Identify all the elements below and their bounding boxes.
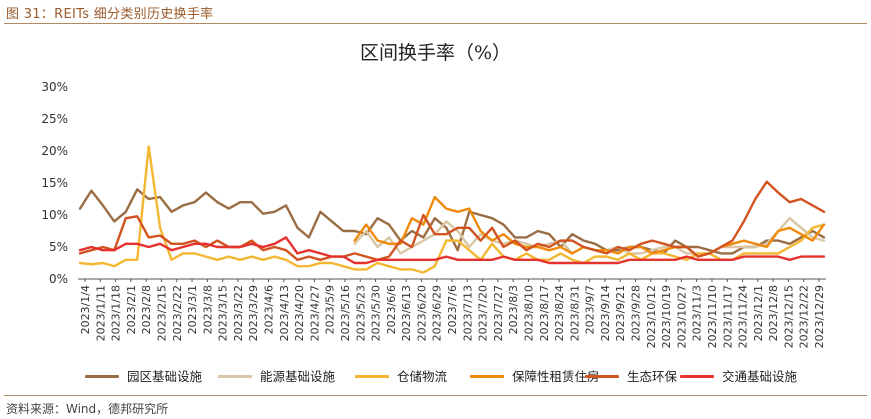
x-tick-label: 2023/4/13 bbox=[278, 285, 291, 341]
x-tick-label: 2023/1/11 bbox=[94, 285, 107, 341]
legend-label: 能源基础设施 bbox=[260, 369, 336, 384]
x-tick-label: 2023/2/1 bbox=[125, 285, 138, 334]
legend-label: 仓储物流 bbox=[397, 369, 448, 384]
x-tick-label: 2023/2/15 bbox=[155, 285, 168, 341]
x-tick-label: 2023/12/15 bbox=[782, 285, 795, 348]
x-tick-label: 2023/4/27 bbox=[308, 285, 321, 341]
y-tick-label: 5% bbox=[49, 240, 68, 254]
chart-legend: 园区基础设施 能源基础设施 仓储物流 保障性租赁住房 生态环保 交通基础设施 bbox=[0, 366, 871, 385]
x-tick-label: 2023/5/9 bbox=[324, 285, 337, 334]
x-tick-label: 2023/7/13 bbox=[461, 285, 474, 341]
x-tick-label: 2023/11/10 bbox=[706, 285, 719, 348]
x-tick-label: 2023/8/24 bbox=[553, 285, 566, 341]
y-tick-label: 25% bbox=[41, 112, 68, 126]
series-line-0 bbox=[78, 188, 826, 255]
x-tick-label: 2023/9/14 bbox=[599, 285, 612, 341]
x-tick-label: 2023/7/6 bbox=[446, 285, 459, 334]
legend-swatch bbox=[355, 375, 389, 378]
legend-item: 保障性租赁住房 bbox=[470, 366, 600, 385]
x-tick-label: 2023/10/27 bbox=[675, 285, 688, 348]
x-tick-label: 2023/5/30 bbox=[370, 285, 383, 341]
x-tick-label: 2023/12/22 bbox=[798, 285, 811, 348]
top-divider bbox=[4, 23, 867, 24]
legend-item: 能源基础设施 bbox=[218, 366, 335, 385]
x-tick-label: 2023/4/6 bbox=[263, 285, 276, 334]
legend-swatch bbox=[585, 375, 619, 378]
x-tick-label: 2023/10/19 bbox=[660, 285, 673, 348]
bottom-divider bbox=[4, 395, 867, 396]
x-tick-label: 2023/12/1 bbox=[752, 285, 765, 341]
x-tick-label: 2023/11/3 bbox=[691, 285, 704, 341]
figure-caption: 图 31：REITs 细分类别历史换手率 bbox=[6, 7, 214, 22]
x-tick-label: 2023/3/29 bbox=[247, 285, 260, 341]
x-tick-label: 2023/12/29 bbox=[813, 285, 826, 348]
x-tick-label: 2023/9/28 bbox=[630, 285, 643, 341]
x-tick-label: 2023/7/20 bbox=[477, 285, 490, 341]
legend-item: 园区基础设施 bbox=[85, 366, 202, 385]
legend-label: 园区基础设施 bbox=[127, 369, 203, 384]
legend-swatch bbox=[85, 375, 119, 378]
x-tick-label: 2023/4/20 bbox=[293, 285, 306, 341]
x-tick-label: 2023/8/31 bbox=[568, 285, 581, 341]
x-tick-label: 2023/1/18 bbox=[110, 285, 123, 341]
x-tick-label: 2023/10/12 bbox=[645, 285, 658, 348]
y-tick-label: 15% bbox=[41, 176, 68, 190]
legend-swatch bbox=[218, 375, 252, 378]
x-tick-label: 2023/9/7 bbox=[584, 285, 597, 334]
x-tick-label: 2023/8/17 bbox=[538, 285, 551, 341]
y-tick-label: 10% bbox=[41, 208, 68, 222]
legend-label: 保障性租赁住房 bbox=[512, 369, 600, 384]
source-note: 资料来源：Wind，德邦研究所 bbox=[6, 402, 169, 416]
x-tick-label: 2023/8/3 bbox=[507, 285, 520, 334]
x-tick-label: 2023/5/16 bbox=[339, 285, 352, 341]
x-tick-label: 2023/2/22 bbox=[171, 285, 184, 341]
x-tick-label: 2023/3/8 bbox=[201, 285, 214, 334]
x-tick-label: 2023/6/20 bbox=[415, 285, 428, 341]
series-line-5 bbox=[78, 236, 826, 265]
x-tick-label: 2023/7/27 bbox=[492, 285, 505, 341]
chart-title: 区间换手率（%） bbox=[359, 42, 512, 64]
legend-label: 交通基础设施 bbox=[722, 369, 798, 384]
x-tick-label: 2023/11/24 bbox=[737, 285, 750, 348]
legend-item: 仓储物流 bbox=[355, 366, 447, 385]
y-tick-label: 30% bbox=[41, 80, 68, 94]
x-tick-label: 2023/3/1 bbox=[186, 285, 199, 334]
x-tick-label: 2023/3/22 bbox=[232, 285, 245, 341]
x-tick-label: 2023/6/6 bbox=[385, 285, 398, 334]
x-tick-label: 2023/3/15 bbox=[217, 285, 230, 341]
legend-item: 生态环保 bbox=[585, 366, 677, 385]
x-tick-label: 2023/6/29 bbox=[431, 285, 444, 341]
x-tick-label: 2023/1/4 bbox=[79, 285, 92, 334]
x-tick-label: 2023/2/8 bbox=[140, 285, 153, 334]
x-tick-label: 2023/9/21 bbox=[614, 285, 627, 341]
legend-item: 交通基础设施 bbox=[680, 366, 797, 385]
series-line-4 bbox=[78, 180, 826, 261]
series-line-2 bbox=[78, 145, 826, 274]
x-tick-label: 2023/5/23 bbox=[354, 285, 367, 341]
x-tick-label: 2023/12/8 bbox=[767, 285, 780, 341]
y-tick-label: 0% bbox=[49, 272, 68, 286]
legend-swatch bbox=[680, 375, 714, 378]
x-tick-label: 2023/6/13 bbox=[400, 285, 413, 341]
x-tick-label: 2023/8/10 bbox=[522, 285, 535, 341]
legend-swatch bbox=[470, 375, 504, 378]
y-tick-label: 20% bbox=[41, 144, 68, 158]
legend-label: 生态环保 bbox=[627, 369, 678, 384]
x-tick-label: 2023/11/17 bbox=[721, 285, 734, 348]
